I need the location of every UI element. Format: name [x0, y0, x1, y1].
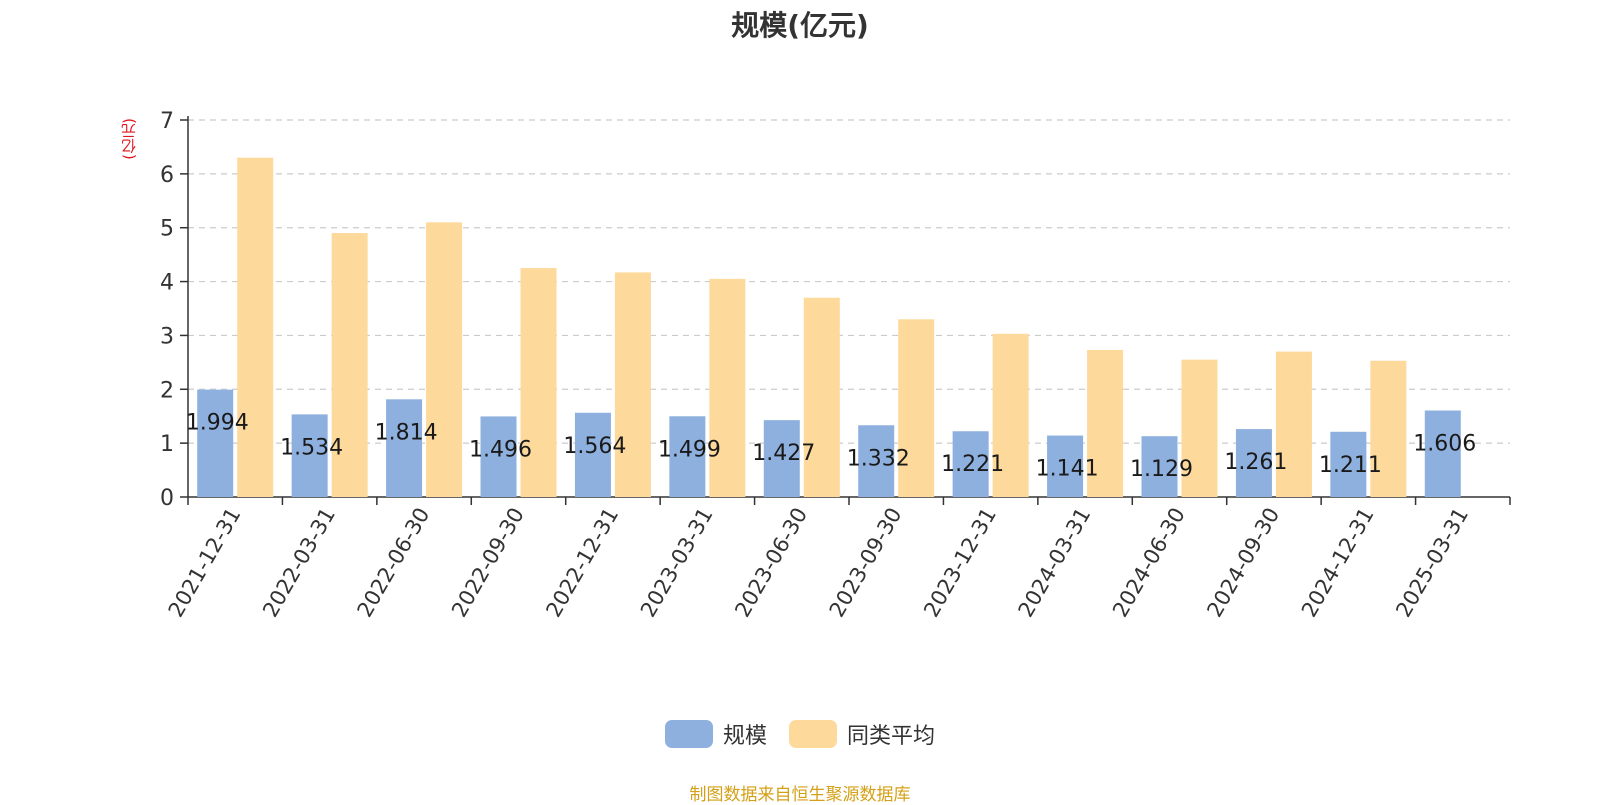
bar-series-1: [1330, 431, 1367, 497]
bar-series-1: [858, 425, 895, 497]
x-tick-label: 2021-12-31: [164, 504, 246, 622]
bar-series-2: [520, 268, 557, 497]
bar-series-1: [574, 412, 611, 497]
data-label: 1.211: [1319, 453, 1382, 478]
y-tick-label: 6: [160, 163, 174, 188]
x-tick-label: 2025-03-31: [1391, 504, 1473, 622]
bar-series-2: [1087, 349, 1124, 497]
bar-series-1: [952, 431, 989, 497]
x-tick-label: 2023-12-31: [919, 503, 1001, 621]
x-tick-label: 2024-06-30: [1108, 504, 1190, 622]
y-tick-label: 4: [160, 271, 174, 296]
bar-series-1: [386, 399, 423, 497]
legend-item-series-1[interactable]: 规模: [664, 718, 767, 750]
x-tick-label: 2022-03-31: [258, 504, 340, 622]
x-tick-label: 2022-09-30: [447, 504, 529, 622]
data-label: 1.221: [941, 452, 1004, 477]
bar-series-1: [291, 414, 328, 497]
bar-series-2: [614, 272, 651, 497]
bar-series-2: [803, 297, 840, 497]
data-label: 1.499: [658, 437, 721, 462]
y-tick-label: 5: [160, 217, 174, 242]
data-label: 1.332: [847, 446, 910, 471]
bar-series-1: [1141, 436, 1178, 497]
y-tick-label: 2: [160, 378, 174, 403]
x-tick-label: 2023-09-30: [825, 504, 907, 622]
data-label: 1.129: [1130, 457, 1193, 482]
data-label: 1.994: [186, 411, 249, 436]
source-note: 制图数据来自恒生聚源数据库: [689, 785, 911, 805]
x-tick-label: 2022-06-30: [353, 503, 435, 621]
y-tick-label: 0: [160, 486, 174, 511]
legend-item-series-2[interactable]: 同类平均: [789, 718, 935, 750]
x-tick-label: 2023-03-31: [636, 504, 718, 622]
data-label: 1.564: [563, 434, 626, 459]
legend-swatch-series-2: [789, 720, 837, 748]
data-label: 1.427: [752, 441, 815, 466]
x-tick-label: 2023-06-30: [730, 504, 812, 622]
legend-label-series-2: 同类平均: [847, 724, 936, 749]
bar-series-1: [763, 420, 800, 497]
x-tick-label: 2024-12-31: [1297, 504, 1379, 622]
bar-series-2: [237, 157, 274, 497]
legend-label-series-1: 规模: [722, 724, 767, 749]
bar-series-2: [898, 319, 935, 497]
legend: 规模 同类平均: [0, 718, 1600, 750]
y-tick-label: 3: [160, 324, 174, 349]
bar-series-1: [480, 416, 517, 497]
bar-series-2: [1275, 351, 1312, 497]
bar-series-2: [331, 233, 368, 497]
data-label: 1.814: [375, 420, 438, 445]
bar-series-2: [709, 278, 746, 497]
bar-series-2: [1181, 359, 1218, 497]
bar-series-1: [669, 416, 706, 497]
data-label: 1.606: [1413, 432, 1476, 457]
data-label: 1.534: [280, 435, 343, 460]
data-label: 1.261: [1224, 450, 1287, 475]
legend-swatch-series-1: [664, 720, 713, 748]
y-tick-label: 1: [160, 432, 174, 457]
bar-series-1: [1424, 410, 1461, 497]
y-tick-label: 7: [160, 109, 174, 134]
bar-series-1: [1047, 435, 1084, 497]
bar-series-2: [426, 222, 463, 498]
x-tick-label: 2024-09-30: [1202, 504, 1284, 622]
bar-series-2: [992, 333, 1029, 497]
bar-series-2: [1370, 360, 1407, 497]
bar-series-1: [1235, 429, 1272, 497]
x-tick-label: 2024-03-31: [1014, 504, 1096, 622]
x-tick-label: 2022-12-31: [541, 504, 623, 622]
data-label: 1.141: [1036, 457, 1099, 482]
data-label: 1.496: [469, 437, 532, 462]
chart-title: 规模(亿元): [731, 9, 869, 42]
bar-series-1: [197, 389, 234, 497]
